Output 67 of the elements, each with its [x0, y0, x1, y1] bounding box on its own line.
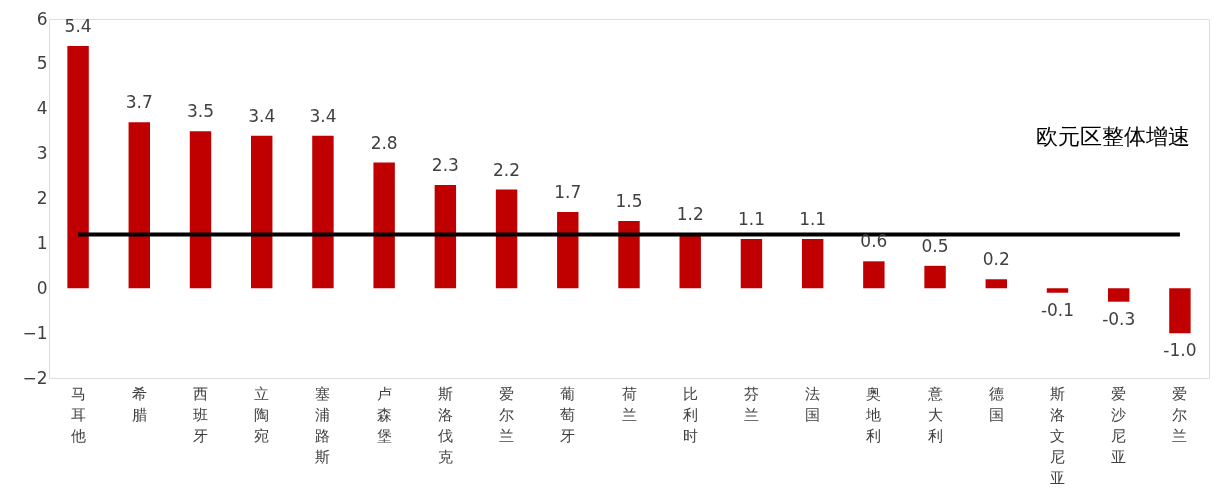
x-tick-label: 法国	[805, 384, 821, 424]
data-label: 0.5	[921, 235, 949, 256]
data-label: 2.8	[370, 132, 398, 153]
ref-line-label: 欧元区整体增速	[1035, 124, 1190, 149]
bar	[557, 211, 579, 289]
x-tick-label: 塞浦路斯	[315, 384, 331, 466]
bar	[924, 265, 946, 289]
y-tick-label: −1	[22, 322, 48, 343]
data-label: 3.5	[186, 101, 215, 122]
x-tick-label: 斯洛文尼亚	[1050, 384, 1065, 487]
x-tick-label: 爱尔兰	[499, 384, 515, 445]
x-tick-label: 西班牙	[193, 384, 208, 445]
x-tick-label: 马耳他	[70, 384, 86, 445]
x-tick-label: 奥地利	[865, 384, 882, 445]
x-tick-label: 立陶宛	[254, 384, 270, 445]
bar	[618, 220, 640, 289]
y-tick-label: 1	[36, 232, 48, 253]
data-label: 2.3	[431, 155, 459, 176]
y-tick-label: 4	[36, 98, 48, 119]
data-label: 1.2	[676, 204, 704, 225]
bar	[985, 279, 1007, 289]
bar	[128, 122, 150, 289]
bar	[1046, 288, 1069, 293]
data-label: 3.4	[248, 105, 276, 126]
bar	[740, 238, 763, 289]
data-label: 1.5	[615, 190, 643, 211]
bar	[1169, 288, 1191, 334]
data-label: 0.2	[982, 249, 1010, 270]
data-label: 3.7	[125, 92, 153, 113]
x-tick-label: 斯洛伐克	[437, 384, 453, 466]
x-tick-label: 芬兰	[743, 384, 759, 424]
x-tick-label: 葡萄牙	[560, 384, 576, 445]
x-tick-label: 卢森堡	[376, 384, 392, 445]
bar	[679, 234, 701, 289]
y-tick-label: 0	[36, 277, 48, 298]
y-tick-label: 3	[36, 143, 48, 164]
bar	[863, 261, 885, 289]
y-tick-label: −2	[22, 367, 48, 388]
bar	[251, 135, 273, 289]
data-label: 0.6	[860, 231, 888, 252]
x-tick-label: 比利时	[682, 384, 698, 445]
data-label: -0.1	[1040, 299, 1075, 320]
bar	[434, 185, 457, 289]
bar	[801, 238, 824, 289]
y-tick-label: 5	[36, 53, 48, 74]
data-label: -1.0	[1163, 340, 1197, 361]
bar	[189, 131, 212, 289]
data-label: 1.1	[799, 208, 827, 229]
bar	[67, 45, 89, 289]
bar	[495, 189, 518, 289]
data-label: 2.2	[493, 159, 521, 180]
data-label: -0.3	[1102, 308, 1136, 329]
data-label: 3.4	[309, 105, 337, 126]
x-tick-label: 希腊	[131, 384, 147, 424]
x-tick-label: 爱尔兰	[1172, 384, 1188, 445]
x-tick-label: 爱沙尼亚	[1111, 384, 1127, 466]
y-tick-label: 2	[36, 188, 48, 208]
y-tick-label: 6	[36, 8, 48, 29]
x-tick-label: 意大利	[926, 384, 943, 445]
bar	[312, 135, 334, 289]
bar	[1108, 288, 1130, 302]
data-label: 5.4	[64, 15, 92, 36]
bar	[373, 162, 395, 289]
x-tick-label: 荷兰	[621, 384, 637, 424]
x-tick-label: 德国	[988, 384, 1004, 424]
data-label: 1.1	[737, 208, 765, 229]
data-label: 1.7	[554, 181, 582, 202]
